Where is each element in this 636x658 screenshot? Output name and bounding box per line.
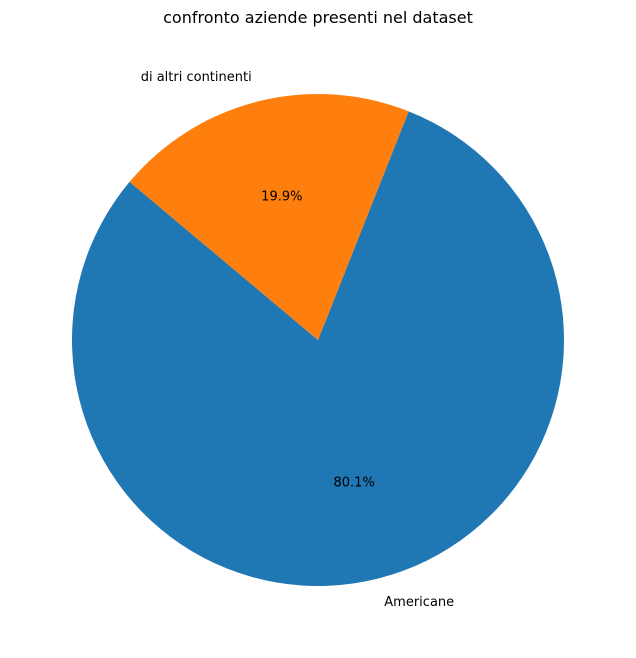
pie-slice-percent-0: 80.1% (334, 476, 375, 491)
pie-slice-label-0: Americane (384, 595, 454, 610)
pie-slice-0 (71, 111, 564, 586)
pie-slice-label-1: di altri continenti (141, 70, 252, 85)
pie-labels: Americane 80.1% di altri continenti 19.9% (141, 70, 454, 610)
pie-slices (71, 93, 564, 586)
chart-title: confronto aziende presenti nel dataset (163, 8, 473, 27)
pie-slice-1 (129, 93, 409, 340)
pie-slice-percent-1: 19.9% (261, 189, 302, 204)
